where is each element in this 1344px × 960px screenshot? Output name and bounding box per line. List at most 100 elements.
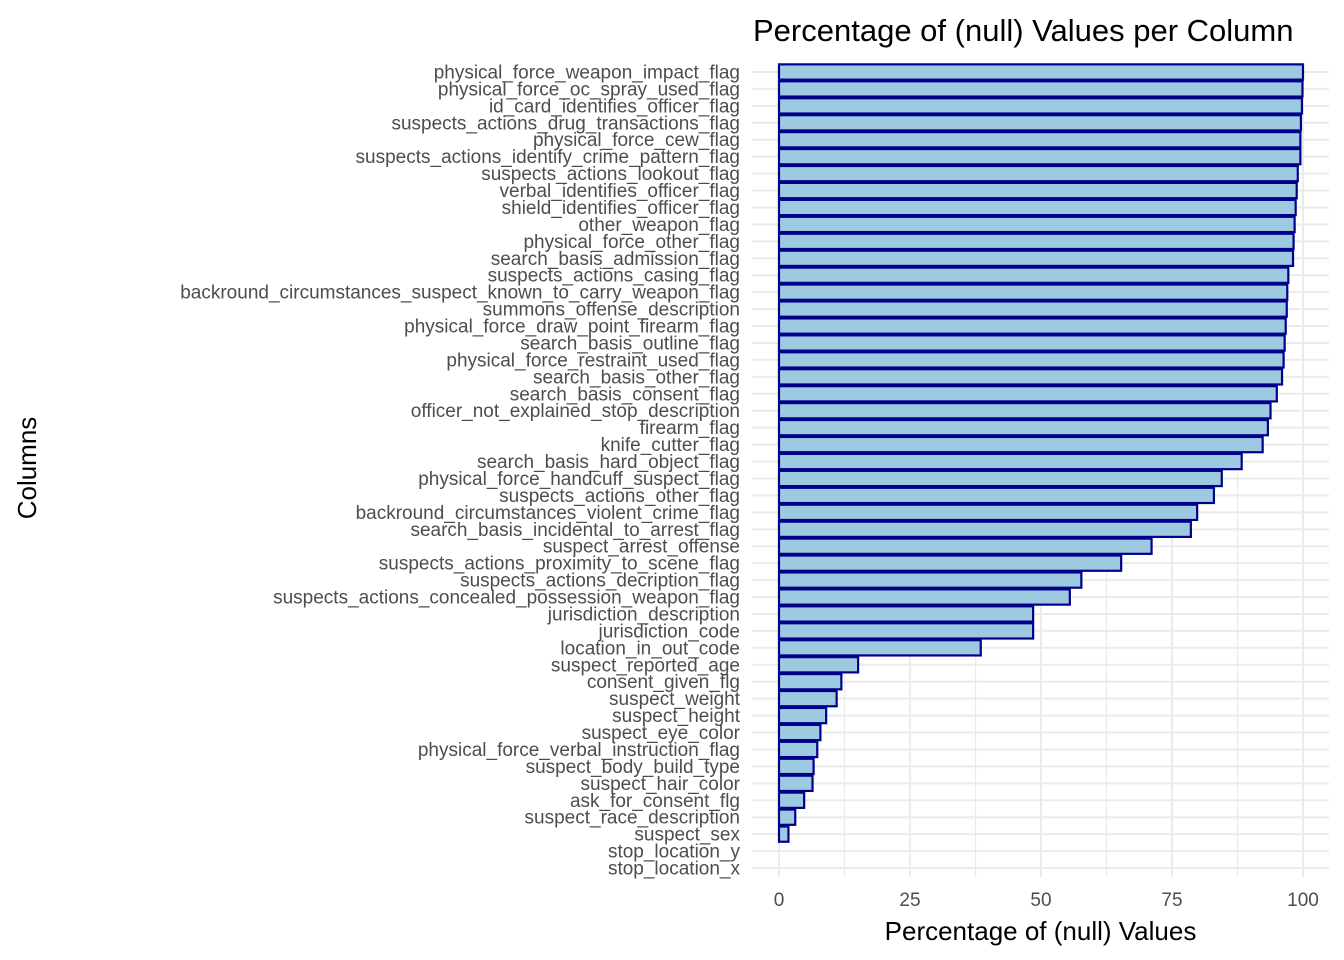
bar xyxy=(777,588,1071,606)
category-label: shield_identifies_officer_flag xyxy=(502,198,740,219)
category-label: search_basis_outline_flag xyxy=(520,333,740,354)
category-label: suspect_sex xyxy=(634,825,740,846)
category-label: suspect_height xyxy=(612,706,741,727)
bar xyxy=(777,97,1304,115)
bar xyxy=(777,198,1297,217)
category-label: location_in_out_code xyxy=(560,638,740,659)
x-axis-title: Percentage of (null) Values xyxy=(885,916,1197,946)
bar xyxy=(777,605,1035,623)
category-label: physical_force_restraint_used_flag xyxy=(446,350,740,371)
category-label: physical_force_oc_spray_used_flag xyxy=(438,79,740,100)
x-tick-label: 100 xyxy=(1287,890,1319,911)
bar xyxy=(777,689,838,708)
bar xyxy=(777,385,1278,403)
category-label: search_basis_admission_flag xyxy=(491,249,740,270)
category-label: backround_circumstances_violent_crime_fl… xyxy=(356,503,740,524)
category-label: stop_location_x xyxy=(608,859,741,880)
category-label: firearm_flag xyxy=(640,418,740,439)
category-label: suspect_weight xyxy=(609,689,741,710)
bar xyxy=(777,368,1284,386)
category-label: stop_location_y xyxy=(608,842,741,863)
bar xyxy=(777,757,815,776)
bar xyxy=(777,774,814,793)
category-label: ask_for_consent_flg xyxy=(570,791,740,812)
bar xyxy=(777,791,806,809)
bar xyxy=(777,622,1035,640)
bar xyxy=(777,554,1123,572)
bar xyxy=(777,825,790,843)
bar xyxy=(777,503,1199,522)
category-label: suspect_arrest_offense xyxy=(543,537,740,558)
bar xyxy=(777,215,1296,234)
bar xyxy=(777,537,1153,555)
category-label: physical_force_weapon_impact_flag xyxy=(434,63,740,84)
y-axis-title: Columns xyxy=(12,417,42,520)
bar xyxy=(777,317,1287,335)
category-label: suspects_actions_drug_transactions_flag xyxy=(391,113,740,134)
bar xyxy=(777,402,1272,420)
category-label: summons_offense_description xyxy=(483,300,740,321)
bar xyxy=(777,300,1288,318)
bar xyxy=(777,418,1269,437)
category-label: verbal_identifies_officer_flag xyxy=(500,181,740,202)
category-label: suspect_reported_age xyxy=(551,655,740,676)
category-label: physical_force_verbal_instruction_flag xyxy=(418,740,740,761)
bars xyxy=(777,63,1305,843)
category-label: suspects_actions_casing_flag xyxy=(488,266,740,287)
category-label: backround_circumstances_suspect_known_to… xyxy=(180,283,740,304)
x-tick-label: 50 xyxy=(1030,890,1051,911)
bar xyxy=(777,249,1295,268)
category-label: suspects_actions_decription_flag xyxy=(460,571,740,592)
category-label: physical_force_handcuff_suspect_flag xyxy=(418,469,740,490)
category-label: jurisdiction_code xyxy=(597,621,740,642)
bar xyxy=(777,351,1285,369)
category-label: jurisdiction_description xyxy=(547,604,740,625)
category-label: search_basis_hard_object_flag xyxy=(477,452,740,473)
category-label: physical_force_cew_flag xyxy=(533,130,740,151)
category-label: other_weapon_flag xyxy=(578,215,740,236)
bar xyxy=(777,706,828,725)
bar xyxy=(777,266,1290,284)
bar xyxy=(777,232,1295,251)
x-tick-labels: 0 25 50 75 100 xyxy=(774,890,1319,911)
category-label: search_basis_consent_flag xyxy=(510,384,740,405)
bar xyxy=(777,639,982,657)
category-label: suspects_actions_proximity_to_scene_flag xyxy=(379,554,740,575)
bar xyxy=(777,63,1305,81)
bar xyxy=(777,452,1243,471)
category-label: suspect_eye_color xyxy=(582,723,741,744)
x-tick-label: 0 xyxy=(774,890,785,911)
category-label: suspects_actions_concealed_possession_we… xyxy=(273,588,740,609)
category-label: suspects_actions_identify_crime_pattern_… xyxy=(356,147,740,168)
bar xyxy=(777,520,1192,538)
bar xyxy=(777,181,1298,200)
bar xyxy=(777,723,822,742)
category-label: consent_given_flg xyxy=(587,672,740,693)
category-label: physical_force_other_flag xyxy=(523,232,740,253)
bar xyxy=(777,672,843,691)
chart-title: Percentage of (null) Values per Column xyxy=(753,13,1294,48)
bar xyxy=(777,147,1302,166)
bar xyxy=(777,740,819,759)
category-label: suspect_race_description xyxy=(525,808,740,829)
category-label: officer_not_explained_stop_description xyxy=(411,401,740,422)
category-label: physical_force_draw_point_firearm_flag xyxy=(404,317,740,338)
bar xyxy=(777,656,860,674)
bar xyxy=(777,131,1302,149)
bar xyxy=(777,80,1304,98)
category-label: suspect_body_build_type xyxy=(526,757,740,778)
category-label: search_basis_other_flag xyxy=(533,367,740,388)
category-label: suspects_actions_other_flag xyxy=(499,486,740,507)
category-label: knife_cutter_flag xyxy=(601,435,740,456)
bar xyxy=(777,334,1286,352)
bar xyxy=(777,114,1303,132)
bar xyxy=(777,808,797,826)
bar xyxy=(777,283,1289,301)
x-tick-label: 75 xyxy=(1161,890,1182,911)
bar xyxy=(777,164,1299,183)
bar xyxy=(777,571,1083,589)
category-label: id_card_identifies_officer_flag xyxy=(489,96,740,117)
category-label: suspect_hair_color xyxy=(581,774,741,795)
